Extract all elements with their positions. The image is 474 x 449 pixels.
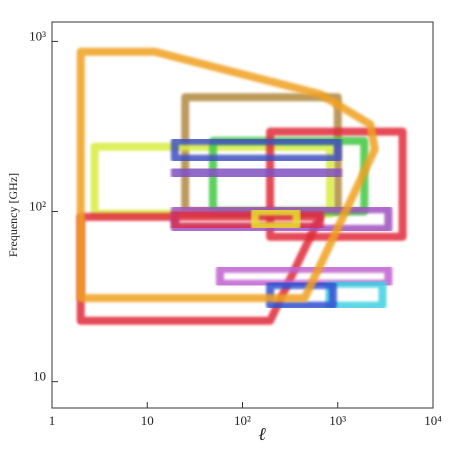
- region: [216, 264, 393, 288]
- region: [170, 165, 342, 180]
- x-tick-label: 10⁴: [424, 413, 442, 428]
- region: [170, 136, 342, 163]
- region: [266, 127, 407, 241]
- x-axis-label: ℓ: [258, 424, 266, 444]
- region: [76, 47, 379, 303]
- y-tick-label: 10³: [29, 28, 46, 43]
- regions: [76, 47, 407, 325]
- y-tick-label: 10²: [29, 199, 46, 214]
- region: [325, 279, 387, 310]
- x-tick-label: 10³: [329, 413, 346, 428]
- y-axis-label: Frequency [GHz]: [6, 173, 20, 257]
- x-tick-label: 10: [141, 413, 154, 428]
- y-tick-label: 10: [33, 369, 46, 384]
- x-tick-label: 1: [49, 413, 56, 428]
- region: [250, 207, 301, 231]
- x-tick-label: 10²: [234, 413, 251, 428]
- region: [181, 93, 342, 216]
